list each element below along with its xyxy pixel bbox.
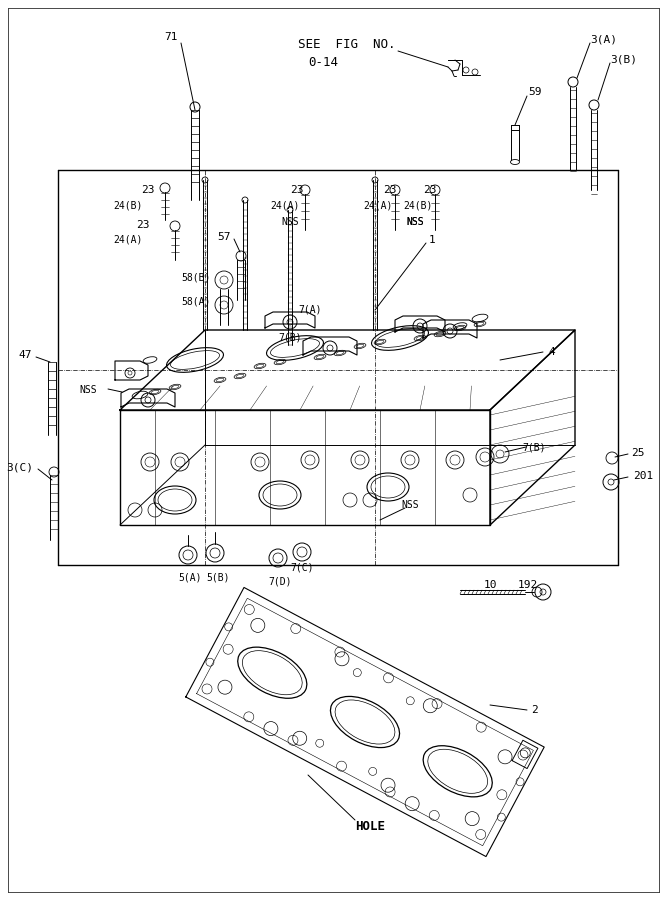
Text: 5(A): 5(A) <box>178 573 201 583</box>
Text: 71: 71 <box>164 32 177 42</box>
Text: NSS: NSS <box>401 500 419 510</box>
Text: 24(A): 24(A) <box>113 235 143 245</box>
Text: 47: 47 <box>19 350 32 360</box>
Text: 1: 1 <box>429 235 436 245</box>
Text: 59: 59 <box>528 87 542 97</box>
Text: 23: 23 <box>136 220 150 230</box>
Text: NSS: NSS <box>79 385 97 395</box>
Text: 23: 23 <box>141 185 155 195</box>
Text: 2: 2 <box>532 705 538 715</box>
Text: 3(C): 3(C) <box>6 463 33 473</box>
Text: 7(B): 7(B) <box>522 442 546 452</box>
Text: 58(B): 58(B) <box>181 272 211 282</box>
Text: 5(B): 5(B) <box>206 573 229 583</box>
Text: NSS: NSS <box>406 217 424 227</box>
Text: 3(A): 3(A) <box>590 35 617 45</box>
Text: 7(A): 7(A) <box>298 305 321 315</box>
Text: 24(A): 24(A) <box>270 200 299 210</box>
Text: 192: 192 <box>518 580 538 590</box>
Text: 0-14: 0-14 <box>308 56 338 68</box>
Text: 4: 4 <box>549 347 556 357</box>
Text: 7(D): 7(D) <box>268 577 291 587</box>
Text: 23: 23 <box>424 185 437 195</box>
Text: 24(A): 24(A) <box>364 200 393 210</box>
Text: 23: 23 <box>290 185 303 195</box>
Text: 10: 10 <box>484 580 497 590</box>
Text: 57: 57 <box>217 232 231 242</box>
Text: 7(B): 7(B) <box>278 332 301 342</box>
Text: 3(B): 3(B) <box>610 55 637 65</box>
Text: HOLE: HOLE <box>355 821 385 833</box>
Text: 201: 201 <box>633 471 653 481</box>
Text: SEE  FIG  NO.: SEE FIG NO. <box>298 38 396 50</box>
Text: NSS: NSS <box>406 217 424 227</box>
Text: 24(B): 24(B) <box>404 200 433 210</box>
Text: 25: 25 <box>631 448 644 458</box>
Text: 58(A): 58(A) <box>181 297 211 307</box>
Text: 24(B): 24(B) <box>113 200 143 210</box>
Text: 23: 23 <box>384 185 397 195</box>
Text: 7(C): 7(C) <box>290 562 313 572</box>
Text: NSS: NSS <box>281 217 299 227</box>
